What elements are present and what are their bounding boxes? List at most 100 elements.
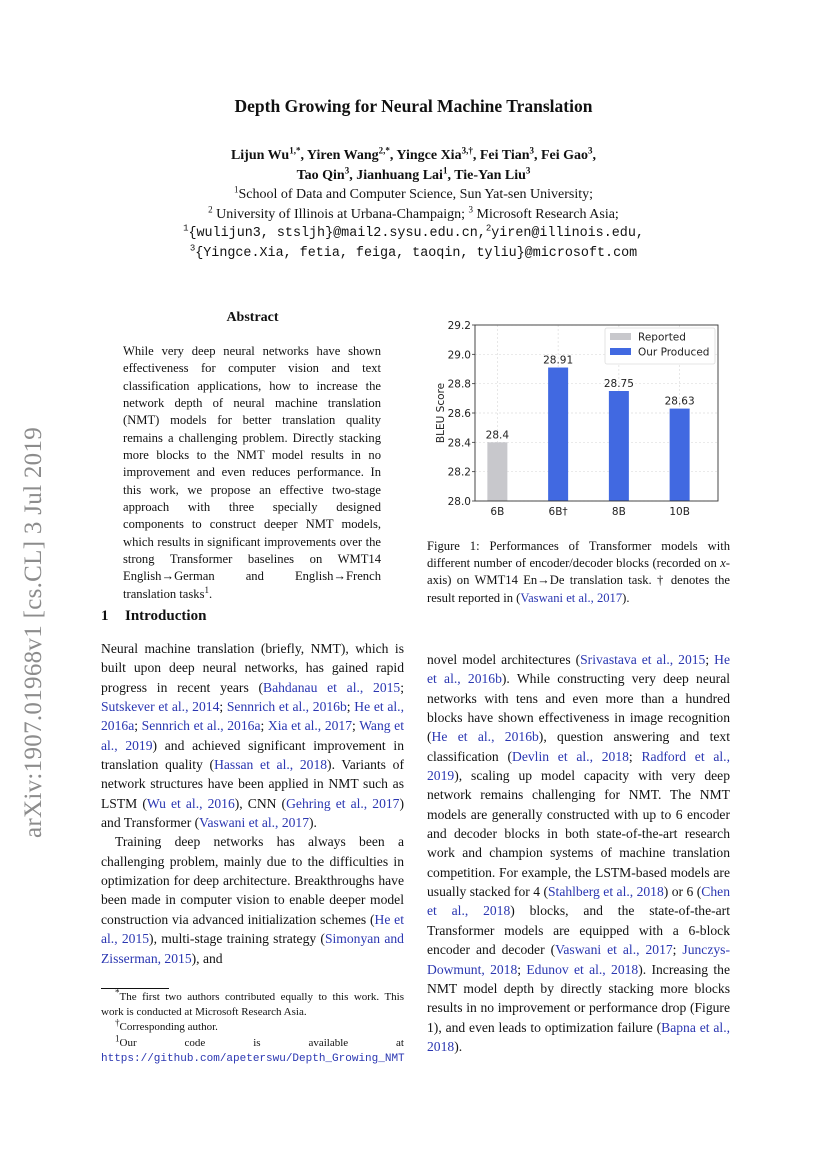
- text-run: ) and Transformer (: [101, 795, 404, 831]
- plot-frame: [474, 324, 719, 502]
- footnote-text: Our code is available at: [119, 1036, 405, 1049]
- text-run: ;: [346, 699, 355, 715]
- bar-our-produced: [669, 408, 690, 501]
- citation-link[interactable]: Radford et al., 2019: [427, 748, 730, 784]
- citation-link[interactable]: Hassan et al., 2018: [214, 757, 328, 773]
- affiliation-1: 1School of Data and Computer Science, Su…: [60, 185, 767, 205]
- citation-link[interactable]: He et al., 2016b: [431, 729, 539, 745]
- author-name: , Tie-Yan Liu: [447, 167, 526, 183]
- footnote-url[interactable]: https://github.com/apeterswu/Depth_Growi…: [101, 1052, 405, 1065]
- bar-our-produced: [608, 391, 629, 501]
- y-axis-label: BLEU Score: [435, 383, 447, 443]
- citation-link[interactable]: Xia et al., 2017: [267, 718, 353, 734]
- citation-link[interactable]: Chen et al., 2018: [427, 884, 730, 919]
- footnote-rule: [101, 988, 169, 989]
- y-tick-label: 28.8: [448, 379, 471, 391]
- affil-sup: 1: [233, 184, 239, 195]
- text-run: ). While constructing very deep neural n…: [427, 671, 731, 745]
- citation-link[interactable]: Sennrich et al., 2016b: [226, 699, 347, 715]
- citation-link[interactable]: Srivastava et al., 2015: [580, 652, 706, 667]
- affil-sup: 2: [208, 203, 213, 214]
- bar-our-produced: [548, 367, 569, 501]
- text-run: ) or 6 (: [663, 884, 702, 900]
- emails-1: 1{wulijun3, stsljh}@mail2.sysu.edu.cn,2y…: [60, 224, 767, 244]
- author-affil-mark: 3: [344, 164, 350, 175]
- text-run: ;: [260, 718, 268, 734]
- citation-link[interactable]: Bahdanau et al., 2015: [263, 679, 401, 695]
- author-name: Lijun Wu: [230, 148, 290, 163]
- figure-caption: Figure 1: Performances of Transformer mo…: [427, 538, 730, 607]
- text-run: ), question answering and text classific…: [427, 729, 731, 764]
- abstract-end: .: [209, 586, 213, 601]
- citation-link[interactable]: Devlin et al., 2018: [512, 748, 629, 764]
- text-run: novel model architectures (: [427, 652, 581, 667]
- citation-link[interactable]: He et al., 2016a: [101, 699, 404, 734]
- section-heading: 1 Introduction: [101, 608, 206, 625]
- author-affil-mark: 3: [529, 145, 535, 156]
- footnote: 1Our code is available at https://github…: [101, 1033, 405, 1067]
- footnote-text: Corresponding author.: [119, 1021, 218, 1034]
- text-run: ).: [454, 1038, 463, 1054]
- citation-link[interactable]: Wang et al., 2019: [101, 718, 404, 753]
- math-var: x: [720, 556, 726, 571]
- x-tick-label: 6B: [490, 506, 504, 518]
- y-tick-label: 28.4: [448, 437, 472, 449]
- author-name: , Jianhuang Lai: [349, 167, 443, 183]
- bar-data-label: 28.63: [665, 396, 695, 408]
- legend-label: Reported: [638, 332, 686, 344]
- text-run: ), multi-stage training strategy (: [149, 931, 325, 947]
- bar-data-label: 28.4: [486, 429, 510, 441]
- affil-text: Microsoft Research Asia;: [473, 206, 619, 222]
- citation-link[interactable]: He et al., 2016b: [427, 652, 730, 687]
- citation-link[interactable]: Simonyan and Zisserman, 2015: [101, 931, 404, 966]
- citation-link[interactable]: Gehring et al., 2017: [286, 795, 400, 811]
- author-name: ,: [592, 148, 597, 163]
- email-text: {Yingce.Xia, fetia, feiga, taoqin, tyliu…: [195, 245, 638, 261]
- author-affil-mark: 2,*: [378, 145, 390, 156]
- text-run: ), CNN (: [234, 795, 287, 811]
- citation-link[interactable]: Sutskever et al., 2014: [101, 699, 220, 715]
- citation-link[interactable]: Stahlberg et al., 2018: [547, 884, 664, 900]
- text-run: ;: [134, 718, 142, 734]
- legend-swatch: [610, 348, 631, 355]
- author-name: , Fei Gao: [534, 148, 589, 163]
- author-affil-mark: 3,†: [461, 145, 473, 156]
- text-run: -axis) on WMT14 En→De translation task. …: [427, 556, 730, 605]
- footnotes: *The first two authors contributed equal…: [101, 987, 405, 1067]
- citation-link[interactable]: Junczys-Dowmunt, 2018: [427, 942, 730, 977]
- text-run: ;: [672, 942, 683, 958]
- citation-link[interactable]: Vaswani et al., 2017: [555, 942, 673, 958]
- y-tick-label: 28.0: [448, 496, 471, 508]
- citation-link[interactable]: Wu et al., 2016: [146, 795, 235, 811]
- right-column-body: novel model architectures (Srivastava et…: [427, 650, 730, 1056]
- authors: Lijun Wu1,*, Yiren Wang2,*, Yingce Xia3,…: [60, 146, 767, 185]
- bar-data-label: 28.75: [604, 378, 634, 390]
- footnote-mark: †: [115, 1017, 120, 1028]
- citation-link[interactable]: He et al., 2015: [101, 911, 404, 947]
- footnote-mark[interactable]: 1: [204, 584, 210, 595]
- citation-link[interactable]: Bapna et al., 2018: [427, 1019, 730, 1054]
- y-tick-label: 28.6: [448, 408, 472, 420]
- legend-swatch: [610, 333, 631, 340]
- text-run: Neural machine translation (briefly, NMT…: [101, 641, 404, 695]
- text-run: ;: [628, 748, 642, 764]
- legend-box: [604, 327, 716, 365]
- abstract-body: While very deep neural networks have sho…: [123, 344, 381, 601]
- citation-link[interactable]: Vaswani et al., 2017: [199, 815, 310, 831]
- citation-link[interactable]: Vaswani et al., 2017: [520, 590, 623, 605]
- affiliations: 1School of Data and Computer Science, Su…: [60, 185, 767, 263]
- footnote-text: The first two authors contributed equall…: [101, 991, 404, 1019]
- y-tick-label: 29.0: [448, 349, 471, 361]
- author-name: , Yiren Wang: [300, 148, 379, 163]
- abstract-text: While very deep neural networks have sho…: [123, 343, 381, 603]
- text-run: ) and achieved significant improvement i…: [101, 737, 404, 773]
- x-tick-label: 10B: [669, 506, 690, 518]
- citation-link[interactable]: Sennrich et al., 2016a: [141, 718, 261, 734]
- footnote-mark: *: [115, 987, 120, 998]
- text-run: ), scaling up model capacity with very d…: [427, 768, 730, 900]
- x-tick-label: 6B†: [549, 506, 568, 518]
- citation-link[interactable]: Edunov et al., 2018: [526, 961, 639, 977]
- footnote: †Corresponding author.: [101, 1017, 404, 1035]
- affiliation-2: 2 University of Illinois at Urbana-Champ…: [60, 203, 767, 225]
- section-title: Introduction: [125, 608, 207, 624]
